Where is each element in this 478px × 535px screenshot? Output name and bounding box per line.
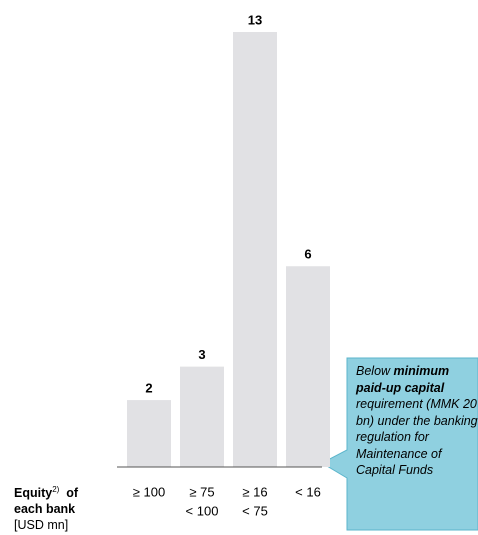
callout-text: Below minimum paid-up capital requiremen… [356,363,478,479]
x-label-footnote: 2) [52,484,60,494]
value-label: 13 [248,12,262,27]
x-label-of: of [66,486,79,500]
x-tick-label: < 75 [242,503,268,518]
callout-box [320,357,478,531]
x-tick-label: ≥ 75 [189,484,214,499]
x-label-line2: each bank [14,502,76,516]
value-label: 2 [145,381,152,396]
x-tick-label: < 100 [186,503,219,518]
value-label: 6 [304,247,311,262]
bar [180,366,224,467]
x-axis-label: Equity2) of each bank [USD mn] [14,485,109,533]
x-tick-label: < 16 [295,484,321,499]
x-label-unit: [USD mn] [14,518,69,532]
bar [233,32,277,467]
x-tick-label: ≥ 100 [133,484,165,499]
x-tick-label: ≥ 16 [242,484,267,499]
x-label-main: Equity [14,486,53,500]
bar [127,400,171,467]
callout-part: requirement (MMK 20 bn) under the bankin… [356,397,478,477]
value-label: 3 [198,347,205,362]
callout-part: Below [356,364,394,378]
callout-bold: minimum paid-up capital [356,364,450,395]
bar [286,266,330,467]
